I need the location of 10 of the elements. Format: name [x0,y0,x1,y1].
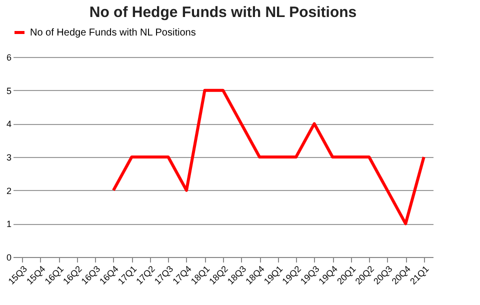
y-tick-label: 4 [6,119,12,130]
line-series [112,88,426,226]
y-tick-label: 2 [6,186,12,196]
y-tick-label: 5 [6,86,12,96]
y-tick-label: 1 [6,219,12,230]
legend-label: No of Hedge Funds with NL Positions [30,28,196,38]
y-tick-label: 3 [6,152,12,162]
y-tick-label: 0 [6,252,12,262]
y-tick-label: 6 [6,52,12,62]
chart-title: No of Hedge Funds with NL Positions [89,4,357,21]
